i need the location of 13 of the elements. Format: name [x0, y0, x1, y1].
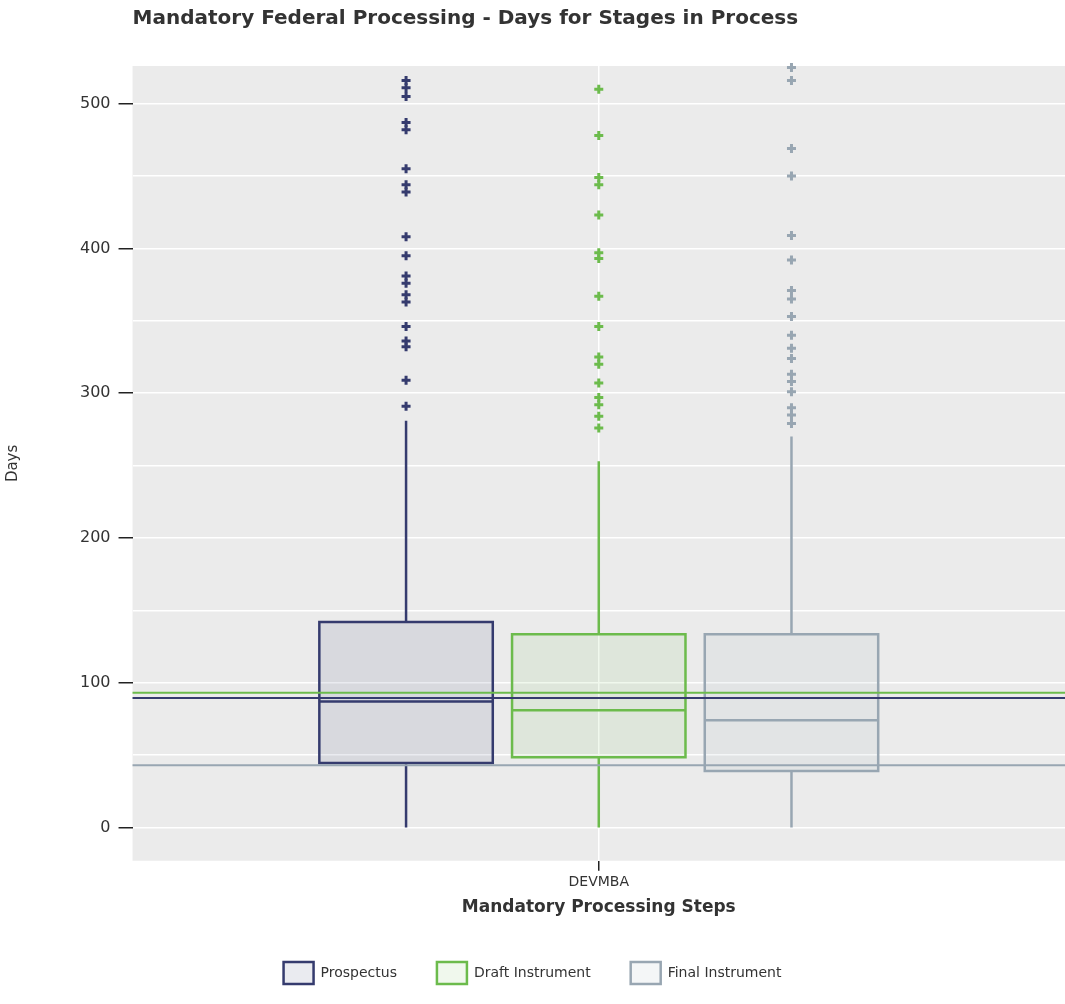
x-tick-label: DEVMBA — [568, 872, 630, 889]
y-axis-title: Days — [2, 444, 21, 483]
chart-title: Mandatory Federal Processing - Days for Stages in Process — [132, 5, 799, 30]
x-axis-title: Mandatory Processing Steps — [461, 896, 736, 917]
legend-label: Final Instrument — [667, 963, 782, 980]
y-tick-label: 400 — [79, 237, 111, 257]
y-tick-label: 500 — [79, 92, 111, 112]
legend-label: Prospectus — [320, 963, 397, 980]
y-tick-label: 300 — [79, 382, 111, 402]
legend-label: Draft Instrument — [473, 963, 592, 980]
y-tick-label: 100 — [79, 671, 111, 691]
y-tick-label: 200 — [79, 527, 111, 547]
y-tick-label: 0 — [100, 816, 111, 836]
